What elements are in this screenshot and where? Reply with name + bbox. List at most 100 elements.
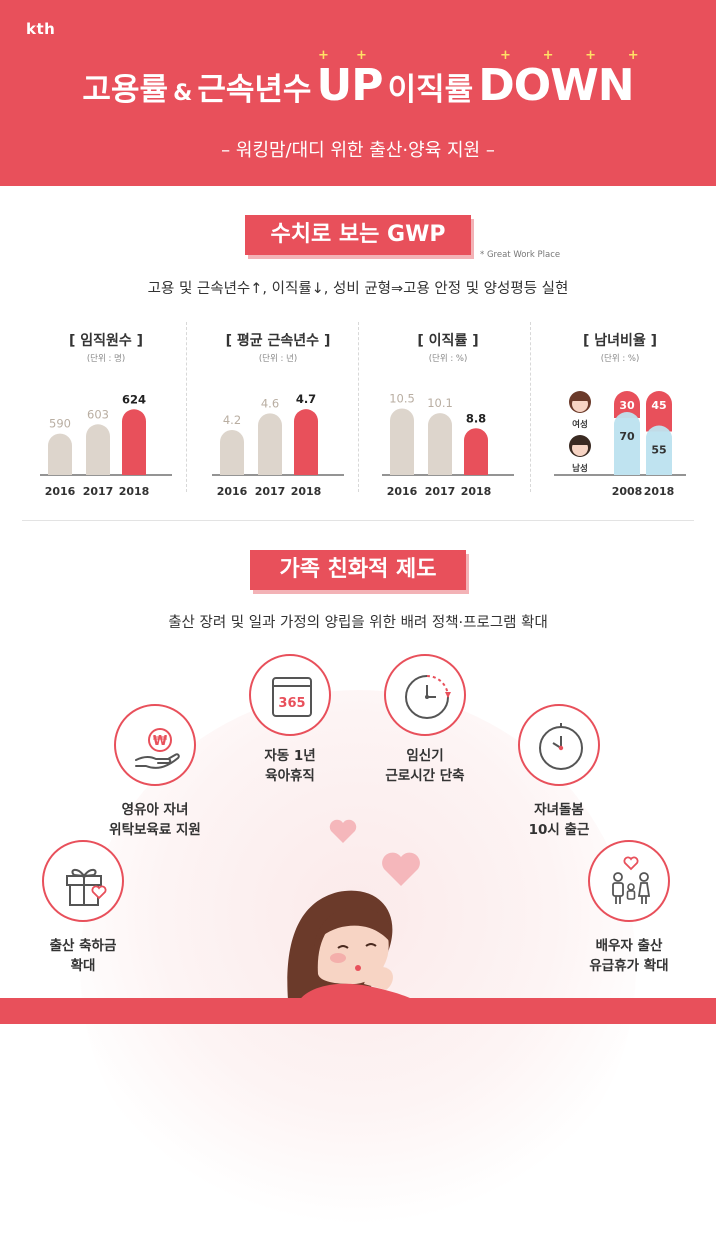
data-label: 10.1 [427,396,453,410]
chart-unit: (단위 : %) [600,354,640,364]
heart-icon [329,819,357,843]
divider [358,322,359,492]
clock-arrow-icon [405,675,451,719]
chart-unit: (단위 : 명) [86,354,126,364]
tick-label: 2016 [387,485,418,498]
tick-label: 2017 [425,485,456,498]
chart-plot: 4.2 2016 4.6 2017 4.7 2018 [212,392,344,498]
clock-icon [539,723,583,770]
page-subtitle: – 워킹맘/대디 위한 출산·양육 지원 – [221,140,495,161]
title-up: UP [316,60,384,111]
bar [390,408,414,475]
bar-male-overlay [614,412,640,475]
chart-title: [ 평균 근속년수 ] [225,333,331,349]
feature-label-line1: 자녀돌봄 [534,802,584,818]
section-title-gwp: 수치로 보는 GWP [245,215,471,255]
data-label: 590 [49,417,71,431]
data-label: 4.6 [261,396,279,410]
feature-label-line1: 자동 1년 [264,748,316,764]
gift-icon [66,868,107,906]
data-label: 4.2 [223,413,241,427]
section-title-family: 가족 친화적 제도 [250,550,466,590]
male-avatar [569,435,591,457]
title-down: DOWN [478,60,634,111]
data-label-female: 45 [651,399,666,412]
data-label-female: 30 [619,399,635,412]
legend-female: 여성 [572,419,588,430]
chart-title: [ 남녀비율 ] [582,333,658,349]
footer-bar [0,998,716,1024]
title-employment: 고용률 [82,72,168,108]
legend-male: 남성 [572,463,588,474]
feature-label-line1: 임신기 [406,748,444,764]
feature-label-line2: 육아휴직 [265,768,315,784]
data-label: 4.7 [296,392,316,406]
chart-plot: 590 2016 603 2017 624 2018 [40,392,172,498]
chart-unit: (단위 : %) [428,354,468,364]
brand-logo: kth [26,20,56,38]
tick-label: 2008 [612,485,643,498]
data-label: 10.5 [389,391,415,405]
chart-employees: [ 임직원수 ] (단위 : 명) 590 2016 603 2017 624 2018 [26,330,186,510]
gwp-footnote: * Great Work Place [480,250,561,260]
family-description: 출산 장려 및 일과 가정의 양립을 위한 배려 정책·프로그램 확대 [168,615,548,631]
feature-label-line1: 출산 축하금 [49,938,117,954]
girl-illustration [287,890,418,1002]
feature-label-line2: 근로시간 단축 [385,768,465,784]
tick-label: 2016 [45,485,76,498]
title-ampersand: & [173,81,193,106]
bar [48,433,72,475]
chart-tenure: [ 평균 근속년수 ] (단위 : 년) 4.2 2016 4.6 2017 4.7 20… [198,330,358,510]
divider [530,322,531,492]
tick-label: 2018 [291,485,322,498]
family-icon [612,856,651,904]
title-tenure: 근속년수 [197,72,312,108]
chart-title: [ 이직률 ] [417,333,479,349]
section-divider [22,520,694,521]
bar [294,409,318,475]
bar [464,428,488,475]
chart-plot: 10.5 2016 10.1 2017 8.8 2018 [382,391,514,498]
chart-title: [ 임직원수 ] [68,333,144,349]
bar [428,413,452,475]
tick-label: 2018 [119,485,150,498]
data-label-male: 70 [619,430,635,443]
data-label: 8.8 [466,411,486,425]
feature-label-line2: 10시 출근 [528,822,590,838]
data-label: 603 [87,407,109,421]
bar-male-overlay [646,425,672,475]
bar [220,430,244,475]
tick-label: 2018 [461,485,492,498]
heart-icon [382,852,420,886]
feature-label-line2: 유급휴가 확대 [589,958,669,974]
hand-coin-icon: ₩ [135,728,180,769]
tick-label: 2017 [83,485,114,498]
data-label-male: 55 [651,444,666,457]
sparkle-icon: + + + + [500,48,639,63]
bar [122,409,146,475]
bar [258,413,282,475]
calendar-365-icon: 365 [272,677,312,717]
tick-label: 2016 [217,485,248,498]
feature-label-line2: 확대 [70,958,96,974]
feature-label-line2: 위탁보육료 지원 [109,822,201,838]
tick-label: 2018 [644,485,675,498]
bar-female [614,391,640,418]
feature-label-line1: 영유아 자녀 [121,802,189,818]
chart-unit: (단위 : 년) [258,354,298,364]
data-label: 624 [122,392,146,406]
divider [186,322,187,492]
female-avatar [569,391,591,413]
chart-turnover: [ 이직률 ] (단위 : %) 10.5 2016 10.1 2017 8.8 2018 [368,330,528,510]
page-title: 고용률 & 근속년수 UP 이직률 DOWN [0,60,716,111]
sparkle-icon: + + [318,48,367,63]
header-banner: kth + + + + + + 고용률 & 근속년수 UP 이직률 DOWN –… [0,0,716,186]
tick-label: 2017 [255,485,286,498]
svg-text:₩: ₩ [153,734,168,749]
bar-female [646,391,672,432]
gwp-description: 고용 및 근속년수↑, 이직률↓, 성비 균형⇒고용 안정 및 양성평등 실현 [147,281,569,297]
calendar-365-text: 365 [278,696,305,711]
bar [86,424,110,475]
